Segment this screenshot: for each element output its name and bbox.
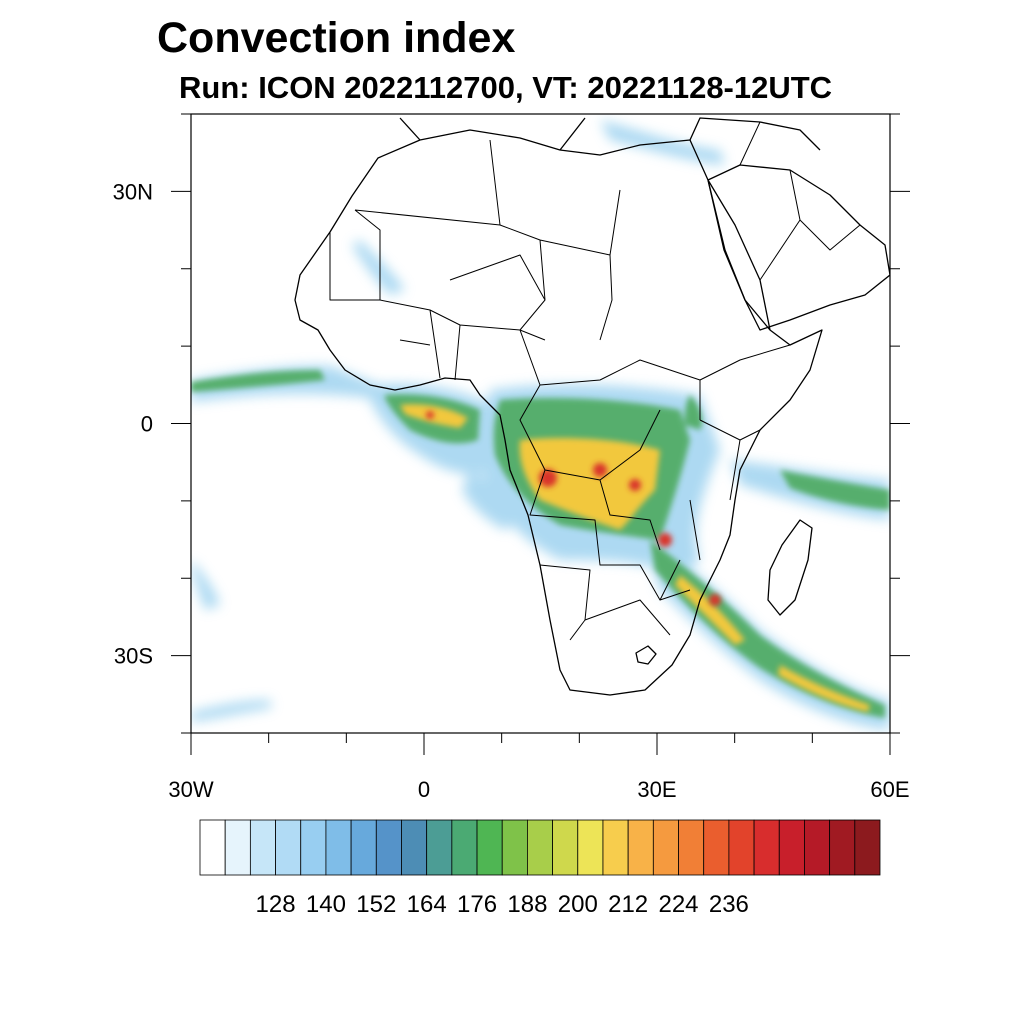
colorbar-swatch	[804, 819, 831, 876]
lesotho-outline	[635, 645, 657, 665]
field-peak-core-3	[629, 479, 641, 491]
colorbar-label: 152	[356, 891, 396, 918]
field-peak-core-2	[593, 463, 607, 477]
colorbar-swatch	[325, 819, 352, 876]
colorbar-swatch	[527, 819, 553, 876]
colorbar-swatch	[199, 819, 226, 876]
colorbar-swatch	[703, 819, 730, 876]
field-south-atlantic-streak	[191, 700, 272, 722]
country-borders-middle-east	[739, 121, 861, 281]
lon-tick-label: 60E	[870, 777, 909, 802]
colorbar-swatch	[451, 819, 478, 876]
colorbar-label: 188	[507, 891, 547, 918]
convection-field	[191, 117, 890, 730]
field-high-guinea	[400, 404, 468, 428]
colorbar-swatch	[577, 819, 604, 876]
colorbar	[199, 819, 881, 876]
lat-tick-label: 0	[141, 412, 153, 437]
colorbar-swatch	[778, 819, 805, 876]
colorbar-swatch	[300, 819, 327, 876]
colorbar-swatch	[401, 819, 428, 876]
run-info-subtitle: Run: ICON 2022112700, VT: 20221128-12UTC	[179, 70, 833, 105]
colorbar-label: 200	[558, 891, 598, 918]
lon-tick-label: 30W	[168, 777, 213, 802]
colorbar-swatch	[275, 819, 302, 876]
colorbar-swatch	[753, 819, 780, 876]
lat-tick-label: 30N	[113, 179, 153, 204]
colorbar-label: 176	[457, 891, 497, 918]
colorbar-label: 236	[709, 891, 749, 918]
colorbar-swatch	[829, 819, 856, 876]
madagascar-coastline	[767, 519, 813, 616]
lat-tick-label: 30S	[114, 644, 153, 669]
axis-labels: 30N 0 30S 30W 0 30E 60E	[113, 179, 910, 802]
field-mid-se-band	[650, 540, 885, 718]
colorbar-swatch	[426, 819, 453, 876]
field-mid-indian-ocean	[780, 470, 890, 510]
colorbar-swatch	[652, 819, 679, 876]
field-angola-coast	[462, 470, 520, 530]
colorbar-label: 224	[658, 891, 698, 918]
field-mid-east-africa	[684, 395, 702, 430]
red-sea-coast	[707, 179, 771, 331]
chart-title: Convection index	[157, 14, 516, 62]
country-borders-central	[519, 329, 701, 551]
colorbar-swatch	[678, 819, 705, 876]
colorbar-label: 164	[407, 891, 447, 918]
colorbar-swatch	[728, 819, 755, 876]
colorbar-swatch	[375, 819, 402, 876]
country-borders-east	[689, 344, 791, 561]
colorbar-swatch	[350, 819, 377, 876]
colorbar-swatch	[854, 819, 881, 876]
lon-tick-label: 30E	[637, 777, 676, 802]
colorbar-swatch	[552, 819, 579, 876]
field-sahara-streaks	[352, 240, 405, 295]
field-high-se-band	[675, 575, 745, 645]
country-borders-south	[529, 469, 691, 641]
colorbar-labels: 128 140 152 164 176 188 200 212 224 236	[256, 891, 749, 918]
axis-ticks	[171, 113, 910, 755]
country-borders-north	[329, 139, 621, 341]
lon-tick-label: 0	[418, 777, 430, 802]
colorbar-swatch	[627, 819, 654, 876]
country-borders-west	[379, 299, 546, 381]
field-mid-west-africa	[191, 370, 325, 392]
field-high-mozambique-channel	[778, 665, 870, 712]
field-peak-core-5	[709, 594, 721, 606]
colorbar-swatch	[501, 819, 528, 876]
colorbar-label: 140	[306, 891, 346, 918]
colorbar-label: 128	[256, 891, 296, 918]
colorbar-swatch	[249, 819, 276, 876]
field-peak-core-4	[658, 533, 672, 547]
colorbar-swatch	[224, 819, 251, 876]
colorbar-swatch	[476, 819, 503, 876]
field-peak-core-6	[426, 411, 434, 419]
arabia-coastline	[707, 164, 890, 331]
colorbar-swatch	[602, 819, 629, 876]
colorbar-label: 212	[608, 891, 648, 918]
field-sw-atlantic	[191, 560, 220, 610]
